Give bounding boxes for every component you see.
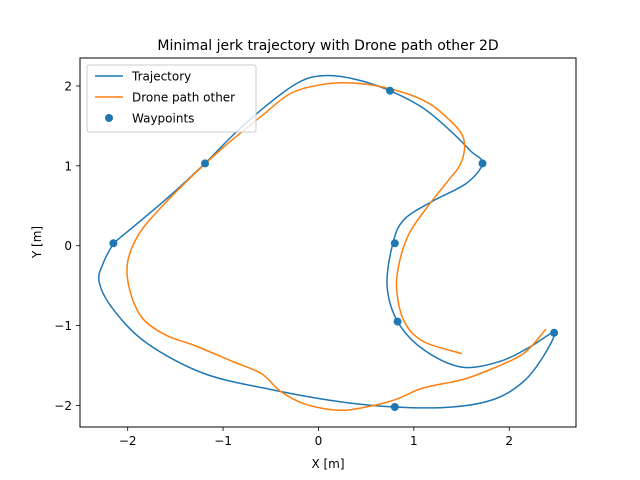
y-axis-label: Y [m] [30, 226, 44, 259]
y-tick-label: 0 [64, 239, 72, 253]
waypoint-marker [386, 86, 394, 95]
legend-drone-label: Drone path other [132, 91, 235, 105]
drone-path-other-line [126, 81, 547, 412]
x-tick-label: −2 [119, 434, 137, 448]
waypoint-marker [478, 159, 487, 168]
axis-ticks: −2 −1 0 1 2 −2 −1 0 1 2 [54, 79, 513, 448]
legend-waypoints-marker [105, 114, 113, 122]
x-axis-label: X [m] [311, 457, 344, 471]
x-tick-label: −1 [214, 434, 232, 448]
waypoint-marker [393, 317, 402, 326]
y-tick-label: 1 [64, 159, 72, 173]
axes-frame [79, 57, 577, 428]
waypoint-marker [390, 239, 399, 248]
x-tick-label: 0 [315, 434, 323, 448]
plot-area [97, 74, 559, 412]
y-tick-label: 2 [64, 79, 72, 93]
y-tick-label: −1 [54, 319, 72, 333]
waypoint-marker [109, 239, 118, 248]
x-tick-label: 1 [410, 434, 418, 448]
waypoint-marker [201, 159, 209, 168]
waypoint-marker [390, 403, 399, 411]
legend-waypoints-label: Waypoints [132, 112, 194, 126]
legend-trajectory-label: Trajectory [131, 70, 191, 84]
chart-title: Minimal jerk trajectory with Drone path … [157, 38, 498, 54]
x-tick-label: 2 [505, 434, 513, 448]
y-tick-label: −2 [54, 399, 72, 413]
waypoint-marker [550, 328, 559, 337]
legend: Trajectory Drone path other Waypoints [86, 64, 257, 133]
legend-box [86, 64, 257, 133]
